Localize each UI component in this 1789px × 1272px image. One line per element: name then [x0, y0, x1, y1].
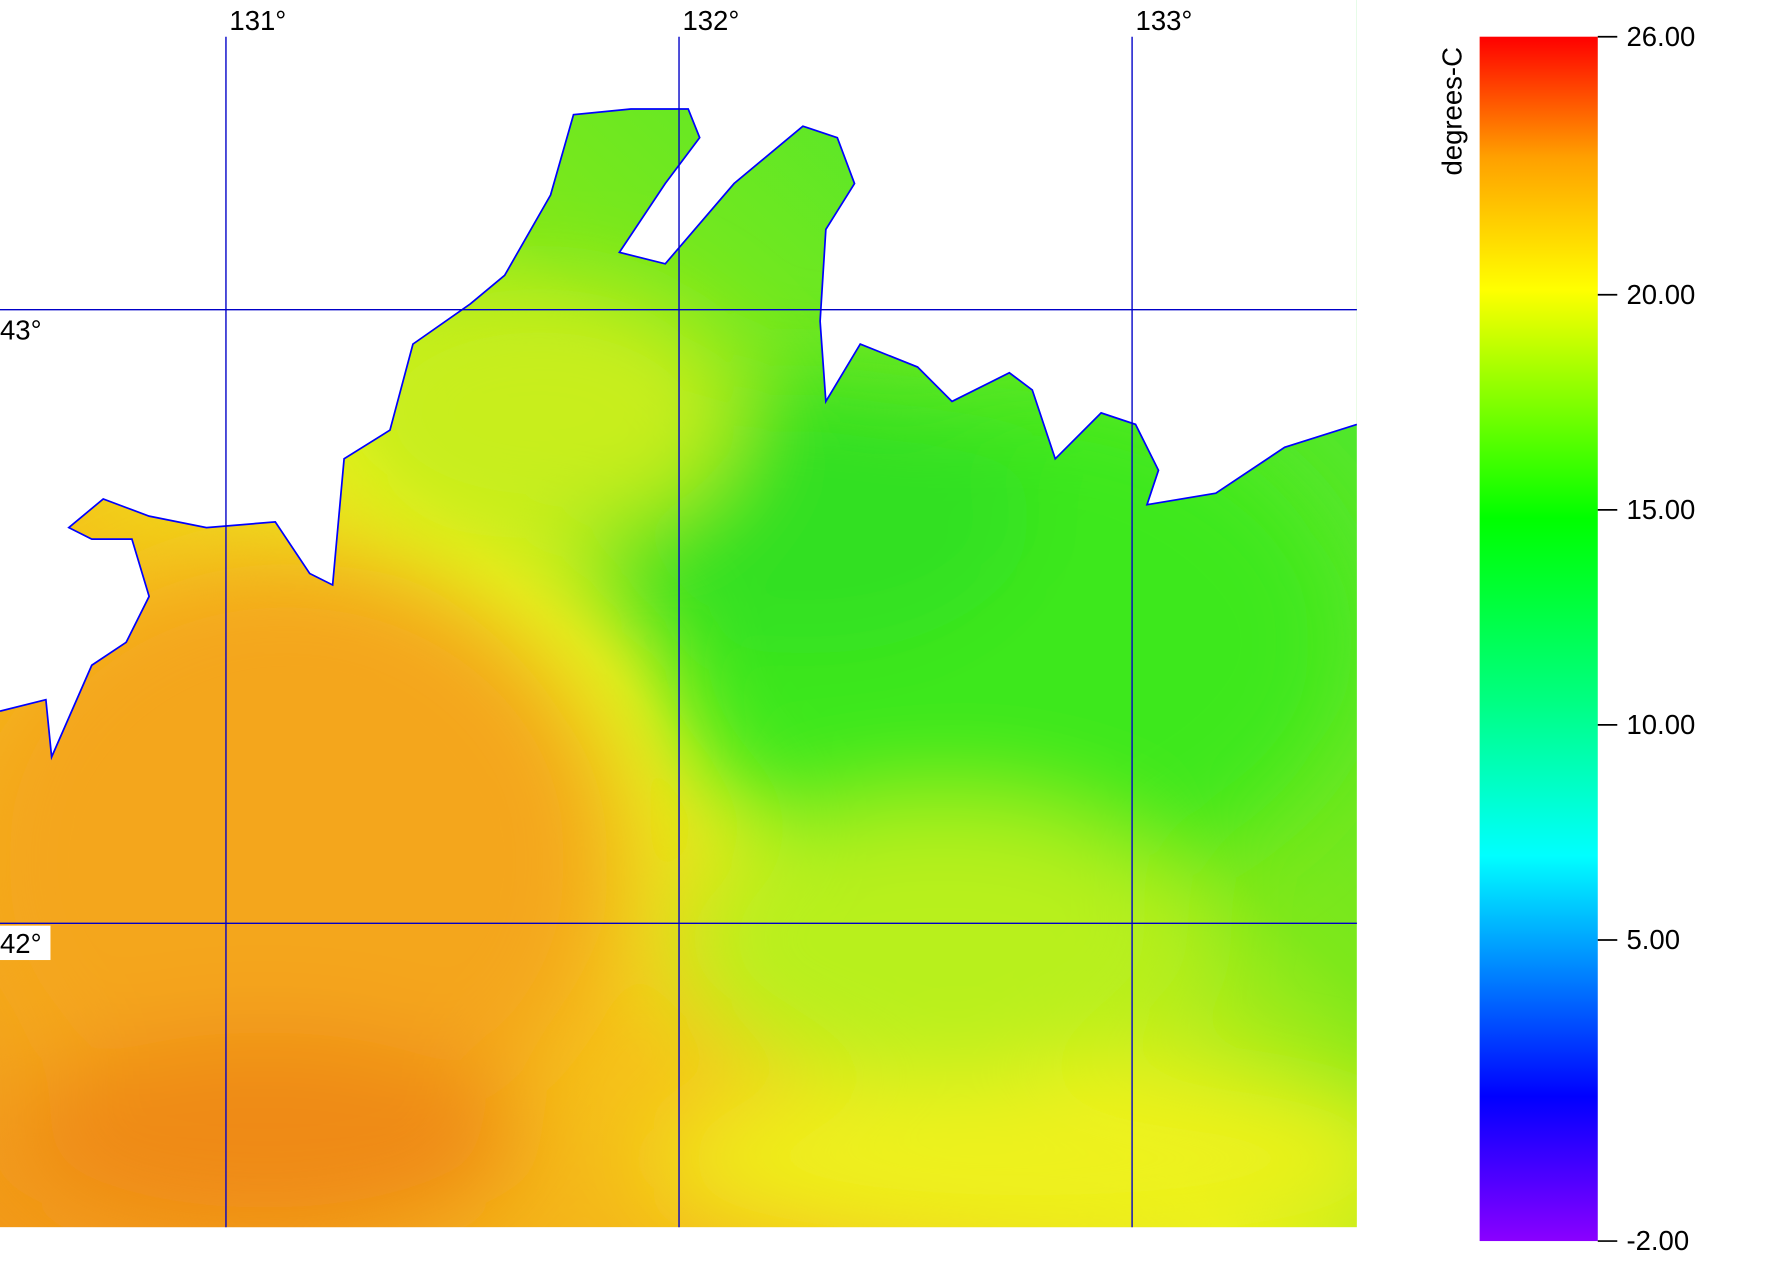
colorbar-tick-label: 20.00 — [1626, 279, 1695, 310]
colorbar-title: degrees-C — [1437, 47, 1468, 175]
lon-label: 131° — [229, 5, 286, 36]
lon-label: 133° — [1136, 5, 1193, 36]
sst-field — [0, 0, 1357, 1228]
colorbar: degrees-C 26.00 20.00 15.00 10.00 5.00 -2.00 — [1437, 21, 1696, 1256]
map: 131° 132° 133° 43° 42° degrees-C 26.00 20.00 1… — [0, 0, 1695, 1256]
colorbar-tick-label: 10.00 — [1626, 709, 1695, 740]
coastline — [0, 108, 1357, 761]
colorbar-tick-label: 26.00 — [1626, 21, 1695, 52]
lat-label: 43° — [0, 315, 42, 346]
graticule: 131° 132° 133° 43° 42° — [0, 5, 1357, 1228]
lat-label-bg — [0, 311, 51, 347]
colorbar-tick-label: 15.00 — [1626, 494, 1695, 525]
colorbar-ramp — [1479, 36, 1598, 1242]
lat-label-bg — [0, 925, 51, 961]
lon-label: 132° — [682, 5, 739, 36]
colorbar-tick-label: -2.00 — [1626, 1225, 1689, 1256]
colorbar-tick-label: 5.00 — [1626, 924, 1680, 955]
lat-label: 42° — [0, 928, 42, 959]
land — [0, 0, 1357, 758]
